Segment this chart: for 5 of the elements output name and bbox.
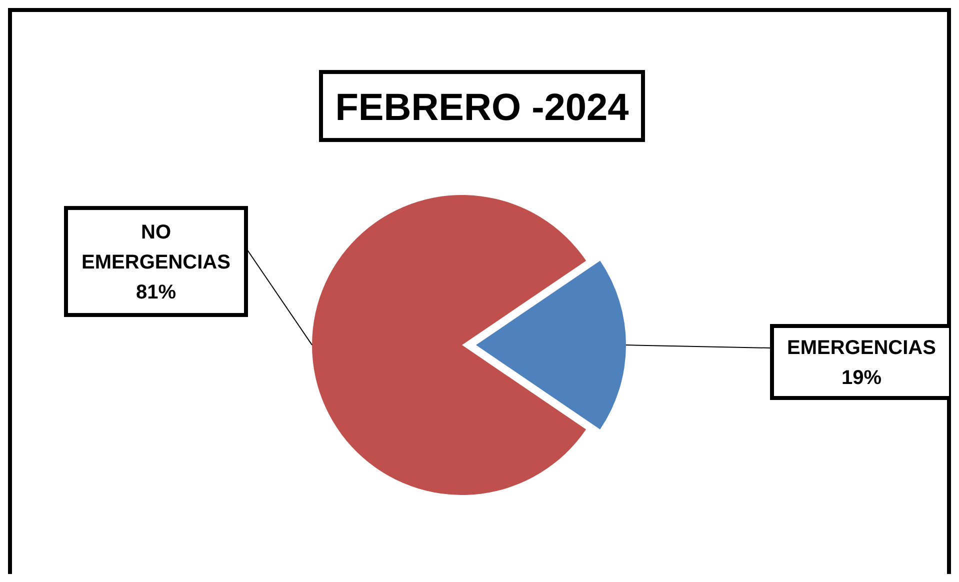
slice-label: EMERGENCIAS [787, 337, 936, 359]
data-label: 19% [841, 367, 882, 389]
data-label: 81% [136, 282, 176, 304]
slice-label: NO EMERGENCIAS [82, 222, 230, 274]
chart-title: FEBRERO -2024 [335, 87, 629, 129]
